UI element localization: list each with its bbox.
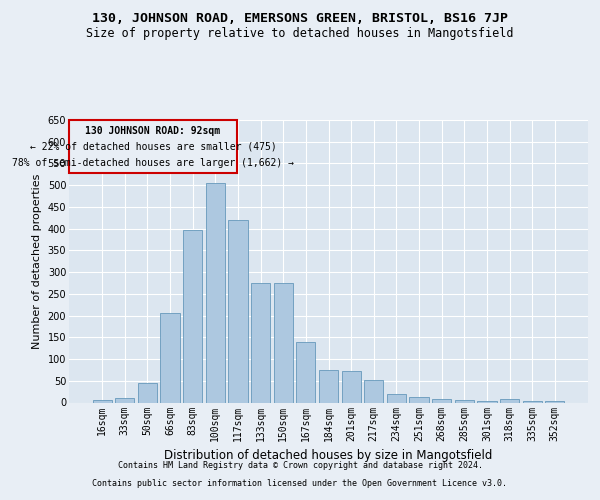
- Text: 130 JOHNSON ROAD: 92sqm: 130 JOHNSON ROAD: 92sqm: [85, 126, 221, 136]
- Y-axis label: Number of detached properties: Number of detached properties: [32, 174, 42, 349]
- Bar: [138, 383, 157, 402]
- Bar: [364, 380, 383, 402]
- Bar: [455, 400, 474, 402]
- Text: Contains public sector information licensed under the Open Government Licence v3: Contains public sector information licen…: [92, 480, 508, 488]
- Text: ← 22% of detached houses are smaller (475): ← 22% of detached houses are smaller (47…: [29, 142, 277, 152]
- Bar: [229, 220, 248, 402]
- Text: 130, JOHNSON ROAD, EMERSONS GREEN, BRISTOL, BS16 7JP: 130, JOHNSON ROAD, EMERSONS GREEN, BRIST…: [92, 12, 508, 26]
- Bar: [387, 394, 406, 402]
- Bar: [160, 314, 180, 402]
- Bar: [545, 401, 565, 402]
- Bar: [409, 397, 428, 402]
- Text: Size of property relative to detached houses in Mangotsfield: Size of property relative to detached ho…: [86, 28, 514, 40]
- X-axis label: Distribution of detached houses by size in Mangotsfield: Distribution of detached houses by size …: [164, 449, 493, 462]
- Bar: [206, 183, 225, 402]
- Text: 78% of semi-detached houses are larger (1,662) →: 78% of semi-detached houses are larger (…: [12, 158, 294, 168]
- Bar: [296, 342, 316, 402]
- Bar: [92, 400, 112, 402]
- Bar: [183, 230, 202, 402]
- Bar: [500, 400, 519, 402]
- Bar: [432, 399, 451, 402]
- Bar: [319, 370, 338, 402]
- Bar: [115, 398, 134, 402]
- Bar: [274, 283, 293, 403]
- Text: Contains HM Land Registry data © Crown copyright and database right 2024.: Contains HM Land Registry data © Crown c…: [118, 462, 482, 470]
- Bar: [341, 371, 361, 402]
- Bar: [523, 401, 542, 402]
- Bar: [477, 401, 497, 402]
- Bar: [251, 283, 270, 403]
